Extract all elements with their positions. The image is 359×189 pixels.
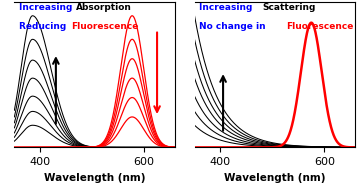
- Text: No change in: No change in: [199, 22, 269, 31]
- Text: Increasing: Increasing: [199, 3, 256, 12]
- Text: Reducing: Reducing: [19, 22, 70, 31]
- X-axis label: Wavelength (nm): Wavelength (nm): [224, 173, 326, 183]
- Text: Fluorescence: Fluorescence: [71, 22, 138, 31]
- X-axis label: Wavelength (nm): Wavelength (nm): [44, 173, 145, 183]
- Text: Increasing: Increasing: [19, 3, 76, 12]
- Text: Absorption: Absorption: [75, 3, 131, 12]
- Text: Scattering: Scattering: [262, 3, 316, 12]
- Text: Fluorescence: Fluorescence: [286, 22, 354, 31]
